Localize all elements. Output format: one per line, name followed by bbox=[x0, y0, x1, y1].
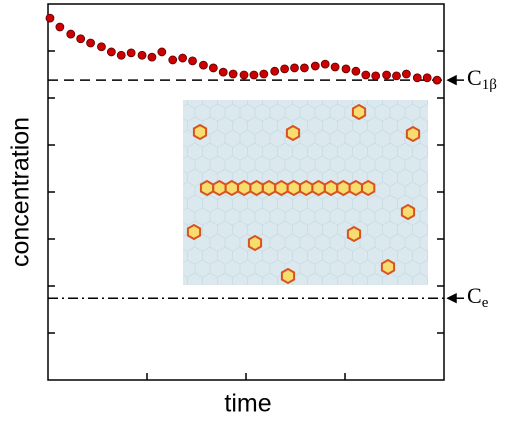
inset-illustration bbox=[183, 100, 428, 285]
hexagon bbox=[299, 179, 314, 197]
data-point bbox=[137, 50, 147, 60]
inset-particles bbox=[186, 103, 421, 285]
data-point bbox=[106, 47, 116, 57]
data-point bbox=[432, 75, 442, 85]
hexagon bbox=[380, 258, 396, 276]
hexagon bbox=[280, 267, 296, 285]
hexagon bbox=[351, 103, 367, 121]
reference-label: C1β bbox=[467, 65, 497, 93]
data-point bbox=[168, 55, 178, 65]
data-point bbox=[412, 73, 422, 83]
hexagon bbox=[286, 179, 301, 197]
data-point bbox=[341, 64, 351, 74]
hexagon bbox=[400, 203, 416, 221]
data-point bbox=[239, 70, 249, 80]
hexagon bbox=[186, 223, 202, 241]
data-point bbox=[259, 69, 269, 79]
data-point bbox=[76, 34, 86, 44]
reference-arrow bbox=[446, 293, 464, 304]
data-point bbox=[330, 62, 340, 72]
x-axis-label: time bbox=[224, 390, 271, 418]
data-point bbox=[178, 53, 188, 63]
data-point bbox=[188, 56, 197, 66]
y-axis-label: concentration bbox=[7, 117, 35, 267]
data-point bbox=[55, 22, 65, 32]
data-point bbox=[86, 38, 95, 48]
hexagon bbox=[311, 179, 326, 197]
hexagon bbox=[346, 225, 362, 243]
data-point bbox=[228, 69, 238, 79]
hexagon bbox=[361, 179, 376, 197]
hexagon bbox=[405, 125, 421, 143]
hexagon bbox=[348, 179, 363, 197]
hexagon bbox=[237, 179, 252, 197]
data-point bbox=[300, 63, 309, 73]
hexagon bbox=[249, 179, 264, 197]
hexagon bbox=[199, 179, 215, 197]
data-point bbox=[66, 29, 76, 39]
data-point bbox=[116, 50, 126, 60]
data-point bbox=[290, 63, 299, 73]
reference-symbol: C bbox=[467, 283, 482, 308]
hexagon bbox=[192, 123, 208, 141]
hexagon bbox=[224, 179, 239, 197]
hexagon bbox=[336, 179, 351, 197]
data-point bbox=[157, 47, 167, 57]
data-point bbox=[97, 42, 106, 52]
reference-symbol: C bbox=[467, 65, 482, 90]
data-point bbox=[422, 73, 432, 83]
data-point bbox=[147, 52, 157, 62]
hexagon bbox=[247, 234, 263, 252]
data-point bbox=[45, 13, 55, 23]
reference-label: Ce bbox=[467, 283, 489, 311]
data-point bbox=[382, 70, 391, 80]
data-point bbox=[280, 64, 290, 74]
hexagon bbox=[261, 179, 277, 197]
data-point bbox=[320, 59, 330, 69]
reference-subscript: e bbox=[482, 296, 489, 312]
data-point bbox=[208, 63, 218, 73]
hexagon bbox=[212, 179, 227, 197]
data-point bbox=[199, 60, 208, 70]
data-point bbox=[361, 70, 371, 80]
data-point bbox=[270, 66, 280, 76]
hexagon bbox=[274, 179, 289, 197]
reference-subscript: 1β bbox=[482, 78, 497, 94]
data-point bbox=[351, 66, 361, 76]
hexagon bbox=[285, 124, 301, 142]
data-point bbox=[249, 70, 259, 80]
data-point bbox=[126, 48, 136, 58]
data-point bbox=[392, 71, 401, 81]
data-point bbox=[401, 69, 411, 79]
data-point bbox=[371, 71, 381, 81]
reference-arrow bbox=[446, 74, 464, 86]
hexagon bbox=[323, 179, 339, 197]
data-point bbox=[218, 67, 228, 77]
data-point bbox=[310, 61, 320, 71]
